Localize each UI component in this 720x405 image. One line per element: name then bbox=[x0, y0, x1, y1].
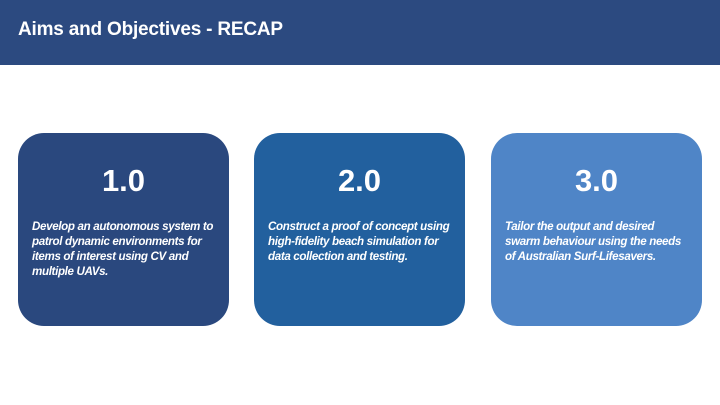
objective-card-3: 3.0 Tailor the output and desired swarm … bbox=[491, 133, 702, 326]
objective-number: 3.0 bbox=[574, 163, 619, 198]
objective-description: Develop an autonomous system to patrol d… bbox=[32, 220, 214, 278]
slide-title: Aims and Objectives - RECAP bbox=[18, 19, 283, 40]
objective-number: 2.0 bbox=[337, 163, 382, 198]
objective-description: Construct a proof of concept using high-… bbox=[268, 220, 450, 263]
objective-card-1: 1.0 Develop an autonomous system to patr… bbox=[18, 133, 229, 326]
objective-description: Tailor the output and desired swarm beha… bbox=[505, 220, 681, 263]
objective-number: 1.0 bbox=[101, 163, 146, 198]
header-bar: Aims and Objectives - RECAP bbox=[0, 0, 720, 65]
objective-card-2: 2.0 Construct a proof of concept using h… bbox=[254, 133, 465, 326]
